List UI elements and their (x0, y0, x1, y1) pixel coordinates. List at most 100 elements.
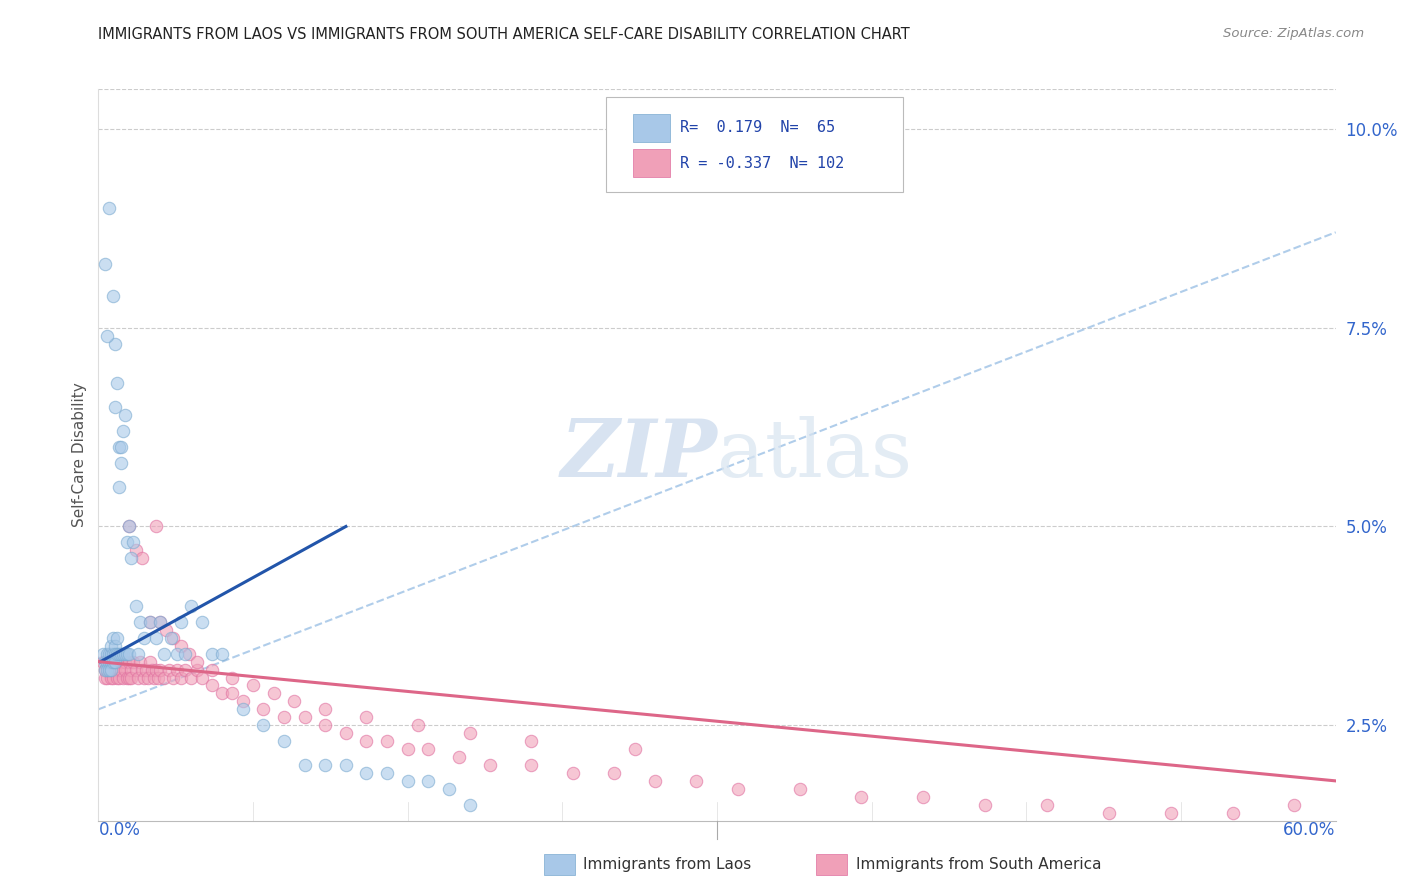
Immigrants from South America (148, 671, 170, 685)
Immigrants from South America (1160, 805, 1182, 820)
Immigrants from Laos (108, 480, 131, 494)
Immigrants from Laos (101, 631, 124, 645)
Immigrants from South America (141, 663, 163, 677)
Immigrants from South America (232, 694, 254, 708)
Immigrants from South America (449, 750, 471, 764)
Immigrants from Laos (97, 663, 120, 677)
Immigrants from South America (110, 655, 132, 669)
Immigrants from South America (122, 655, 145, 669)
Immigrants from South America (120, 663, 142, 677)
Immigrants from South America (406, 718, 429, 732)
Immigrants from Laos (122, 535, 145, 549)
Immigrants from Laos (97, 647, 120, 661)
Immigrants from Laos (149, 615, 172, 629)
Immigrants from Laos (118, 647, 141, 661)
Immigrants from South America (201, 678, 224, 692)
Immigrants from South America (127, 671, 149, 685)
Immigrants from South America (294, 710, 316, 724)
Text: R = -0.337  N= 102: R = -0.337 N= 102 (681, 155, 844, 170)
Immigrants from South America (149, 663, 172, 677)
Y-axis label: Self-Care Disability: Self-Care Disability (72, 383, 87, 527)
Immigrants from Laos (108, 440, 131, 454)
Immigrants from Laos (112, 424, 135, 438)
Immigrants from Laos (97, 655, 120, 669)
Immigrants from South America (252, 702, 274, 716)
Immigrants from Laos (100, 639, 122, 653)
Immigrants from South America (221, 686, 243, 700)
Immigrants from Laos (108, 647, 131, 661)
Immigrants from Laos (110, 440, 132, 454)
Immigrants from Laos (101, 289, 124, 303)
Immigrants from Laos (166, 647, 188, 661)
Immigrants from Laos (170, 615, 193, 629)
Text: atlas: atlas (717, 416, 912, 494)
Immigrants from Laos (110, 456, 132, 470)
Immigrants from South America (789, 781, 811, 796)
Immigrants from Laos (127, 647, 149, 661)
Immigrants from Laos (132, 631, 155, 645)
Immigrants from South America (145, 519, 167, 533)
Immigrants from South America (1284, 797, 1306, 812)
Immigrants from Laos (153, 647, 176, 661)
Immigrants from South America (520, 734, 543, 748)
Immigrants from South America (974, 797, 997, 812)
Immigrants from South America (375, 734, 398, 748)
Immigrants from Laos (418, 773, 440, 788)
Immigrants from South America (91, 655, 114, 669)
Immigrants from South America (458, 726, 481, 740)
Immigrants from South America (174, 663, 197, 677)
Immigrants from South America (100, 671, 122, 685)
Immigrants from South America (128, 655, 150, 669)
Immigrants from South America (145, 663, 167, 677)
Immigrants from South America (131, 551, 153, 566)
Immigrants from South America (479, 758, 502, 772)
Text: Source: ZipAtlas.com: Source: ZipAtlas.com (1223, 27, 1364, 40)
Immigrants from South America (263, 686, 285, 700)
Immigrants from Laos (117, 535, 139, 549)
Immigrants from Laos (396, 773, 419, 788)
Immigrants from Laos (97, 202, 120, 216)
Immigrants from South America (155, 623, 177, 637)
Immigrants from South America (221, 671, 243, 685)
Immigrants from Laos (93, 655, 115, 669)
FancyBboxPatch shape (606, 96, 903, 192)
Immigrants from South America (851, 789, 873, 804)
Immigrants from South America (104, 663, 127, 677)
Immigrants from Laos (104, 639, 127, 653)
Immigrants from South America (136, 671, 159, 685)
Text: Immigrants from South America: Immigrants from South America (856, 857, 1101, 872)
Immigrants from Laos (335, 758, 357, 772)
Immigrants from Laos (110, 647, 132, 661)
Immigrants from Laos (104, 655, 127, 669)
Immigrants from South America (166, 663, 188, 677)
FancyBboxPatch shape (544, 854, 575, 876)
Text: 0.0%: 0.0% (98, 821, 141, 838)
Immigrants from South America (356, 734, 378, 748)
Immigrants from South America (1098, 805, 1121, 820)
Immigrants from Laos (211, 647, 233, 661)
Immigrants from Laos (105, 376, 128, 391)
Immigrants from South America (170, 639, 193, 653)
Immigrants from South America (114, 655, 136, 669)
Immigrants from South America (131, 663, 153, 677)
Immigrants from South America (118, 655, 141, 669)
Immigrants from Laos (174, 647, 197, 661)
Immigrants from Laos (100, 647, 122, 661)
Immigrants from Laos (114, 408, 136, 422)
Text: IMMIGRANTS FROM LAOS VS IMMIGRANTS FROM SOUTH AMERICA SELF-CARE DISABILITY CORRE: IMMIGRANTS FROM LAOS VS IMMIGRANTS FROM … (98, 27, 910, 42)
Immigrants from South America (1036, 797, 1059, 812)
FancyBboxPatch shape (633, 114, 671, 142)
Immigrants from South America (97, 663, 120, 677)
Immigrants from Laos (96, 655, 118, 669)
Immigrants from Laos (104, 647, 127, 661)
Immigrants from South America (520, 758, 543, 772)
Immigrants from South America (396, 742, 419, 756)
Immigrants from South America (356, 710, 378, 724)
Immigrants from South America (153, 671, 176, 685)
Immigrants from Laos (96, 647, 118, 661)
Immigrants from South America (132, 671, 155, 685)
Immigrants from South America (180, 671, 202, 685)
Immigrants from South America (96, 655, 118, 669)
Immigrants from South America (105, 671, 128, 685)
Immigrants from Laos (117, 647, 139, 661)
